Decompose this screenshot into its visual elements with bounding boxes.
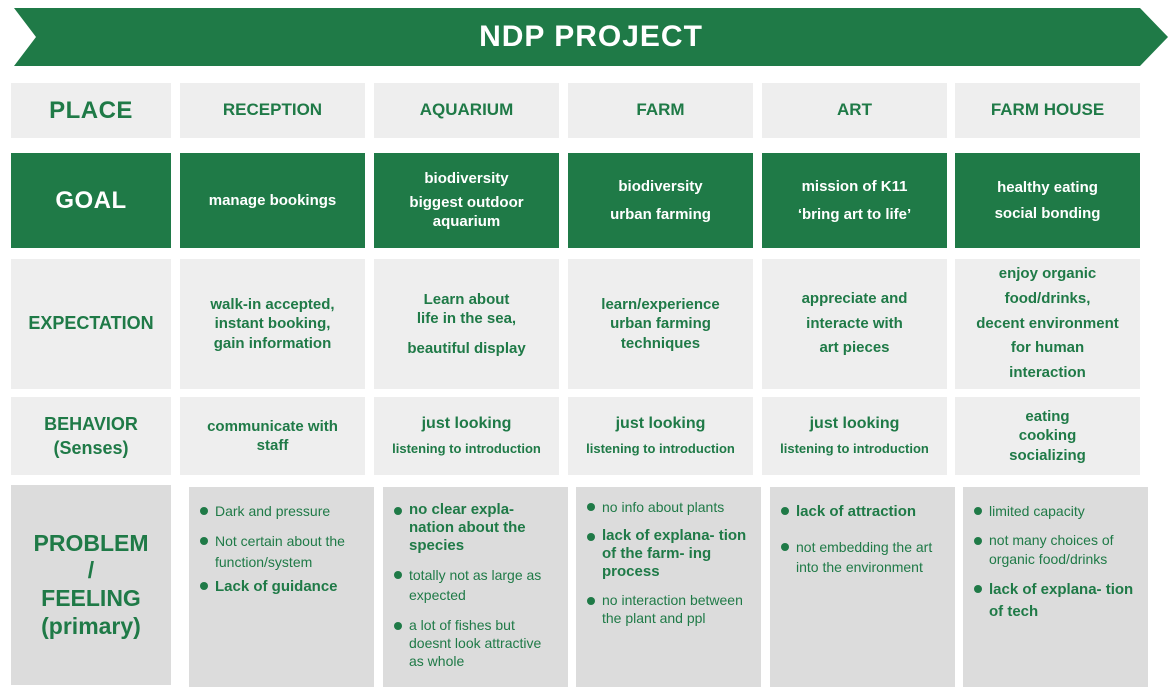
row-label-primary-text: (primary): [41, 612, 141, 639]
expectation-line: appreciate and: [801, 289, 908, 307]
problem-item: a lot of fishes but doesnt look attracti…: [393, 616, 558, 671]
problem-item: Lack of guidance: [199, 576, 364, 598]
problem-item: Not certain about the function/system: [199, 531, 364, 572]
problem-item: no clear expla- nation about the species: [393, 501, 558, 555]
expectation-aquarium: Learn about life in the sea, beautiful d…: [374, 259, 559, 389]
behavior-line: communicate with: [207, 417, 338, 435]
expectation-line: beautiful display: [407, 339, 526, 357]
goal-line: mission of K11: [801, 178, 908, 195]
behavior-line: socializing: [1009, 446, 1086, 464]
expectation-line: life in the sea,: [416, 310, 517, 328]
expectation-line: for human: [1010, 339, 1085, 357]
problem-item: not many choices of organic food/drinks: [973, 531, 1138, 569]
goal-aquarium: biodiversity biggest outdoor aquarium: [374, 153, 559, 248]
goal-line: healthy eating: [997, 179, 1098, 196]
expectation-line: gain information: [213, 334, 332, 352]
place-label: FARM HOUSE: [990, 100, 1105, 120]
row-label-problem: PROBLEM / FEELING (primary): [11, 485, 171, 685]
place-label: AQUARIUM: [419, 100, 514, 120]
goal-line: ‘bring art to life’: [797, 205, 912, 223]
expectation-line: decent environment: [976, 314, 1119, 332]
row-label-behavior-sub: (Senses): [53, 438, 129, 458]
behavior-reception: communicate with staff: [180, 397, 365, 475]
place-farm: FARM: [568, 83, 753, 138]
row-label-expectation: EXPECTATION: [11, 259, 171, 389]
goal-line: urban farming: [610, 205, 711, 223]
expectation-line: Learn about: [423, 290, 510, 308]
goal-line: manage bookings: [208, 191, 337, 209]
problem-item: not embedding the art into the environme…: [780, 537, 945, 578]
place-reception: RECEPTION: [180, 83, 365, 138]
place-label: RECEPTION: [222, 100, 323, 120]
goal-reception: manage bookings: [180, 153, 365, 248]
behavior-art: just looking listening to introduction: [762, 397, 947, 475]
page-title: NDP PROJECT: [479, 20, 703, 53]
expectation-line: instant booking,: [214, 315, 331, 333]
expectation-line: learn/experience: [601, 295, 720, 313]
behavior-line: just looking: [421, 415, 512, 433]
row-label-problem-text: PROBLEM: [33, 529, 149, 556]
goal-line: biodiversity: [424, 170, 509, 188]
behavior-line: listening to introduction: [586, 440, 735, 456]
row-label-place: PLACE: [11, 83, 171, 138]
expectation-line: techniques: [620, 334, 701, 352]
behavior-farm-house: eating cooking socializing: [955, 397, 1140, 475]
goal-line: biodiversity: [618, 178, 703, 195]
row-label-place-text: PLACE: [49, 96, 133, 124]
expectation-line: interaction: [1009, 364, 1086, 382]
problem-item: lack of explana- tion of the farm- ing p…: [586, 527, 751, 581]
behavior-line: staff: [256, 437, 289, 454]
expectation-farm-house: enjoy organic food/drinks, decent enviro…: [955, 259, 1140, 389]
row-label-expectation-text: EXPECTATION: [28, 313, 154, 334]
expectation-line: interacte with: [806, 314, 903, 332]
expectation-line: art pieces: [819, 339, 890, 357]
expectation-line: walk-in accepted,: [210, 295, 335, 313]
expectation-line: food/drinks,: [1004, 289, 1091, 307]
problem-farm: no info about plants lack of explana- ti…: [576, 487, 761, 687]
problem-art: lack of attraction not embedding the art…: [770, 487, 955, 687]
goal-line: biggest outdoor aquarium: [409, 193, 524, 231]
place-farm-house: FARM HOUSE: [955, 83, 1140, 138]
goal-farm-house: healthy eating social bonding: [955, 153, 1140, 248]
row-label-goal: GOAL: [11, 153, 171, 248]
expectation-line: enjoy organic: [998, 265, 1097, 283]
row-label-behavior: BEHAVIOR (Senses): [11, 397, 171, 475]
place-label: FARM: [636, 100, 685, 120]
row-label-problem-slash: /: [87, 557, 95, 584]
problem-item: limited capacity: [973, 501, 1138, 521]
place-aquarium: AQUARIUM: [374, 83, 559, 138]
problem-reception: Dark and pressure Not certain about the …: [189, 487, 374, 687]
row-label-feeling-text: FEELING: [41, 585, 141, 611]
place-label: ART: [837, 100, 872, 120]
problem-item: lack of explana- tion of tech: [973, 579, 1138, 623]
problem-item: no interaction between the plant and ppl: [586, 591, 751, 627]
expectation-farm: learn/experience urban farming technique…: [568, 259, 753, 389]
expectation-reception: walk-in accepted, instant booking, gain …: [180, 259, 365, 389]
expectation-art: appreciate and interacte with art pieces: [762, 259, 947, 389]
row-label-goal-text: GOAL: [55, 186, 127, 214]
problem-item: Dark and pressure: [199, 501, 364, 521]
goal-art: mission of K11 ‘bring art to life’: [762, 153, 947, 248]
problem-farm-house: limited capacity not many choices of org…: [963, 487, 1148, 687]
row-label-behavior-text: BEHAVIOR: [44, 413, 138, 434]
problem-item: no info about plants: [586, 497, 751, 517]
behavior-line: just looking: [615, 415, 706, 433]
goal-farm: biodiversity urban farming: [568, 153, 753, 248]
place-art: ART: [762, 83, 947, 138]
title-banner: NDP PROJECT: [14, 8, 1168, 66]
behavior-line: eating: [1025, 407, 1070, 425]
behavior-aquarium: just looking listening to introduction: [374, 397, 559, 475]
behavior-line: cooking: [1018, 427, 1077, 445]
behavior-farm: just looking listening to introduction: [568, 397, 753, 475]
problem-item: lack of attraction: [780, 501, 945, 523]
behavior-line: listening to introduction: [780, 440, 929, 456]
problem-item: totally not as large as expected: [393, 565, 558, 606]
behavior-line: listening to introduction: [392, 440, 541, 456]
goal-line: social bonding: [994, 204, 1101, 222]
problem-aquarium: no clear expla- nation about the species…: [383, 487, 568, 687]
behavior-line: just looking: [809, 415, 900, 433]
expectation-line: urban farming: [610, 315, 711, 333]
